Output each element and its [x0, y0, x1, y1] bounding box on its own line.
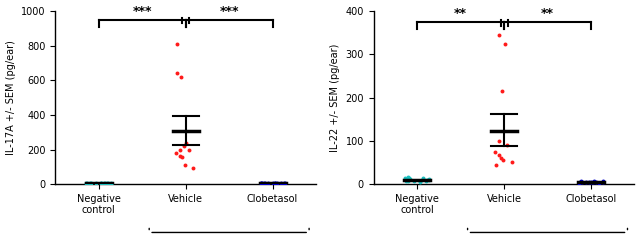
Point [404, 176, 414, 180]
Point [84, 181, 95, 185]
Point [179, 163, 189, 167]
Point [409, 179, 419, 182]
Point [84, 182, 95, 185]
Point [171, 151, 181, 155]
Point [502, 143, 512, 147]
Point [420, 179, 431, 182]
Point [580, 180, 591, 184]
Y-axis label: IL-22 +/- SEM (pg/ear): IL-22 +/- SEM (pg/ear) [330, 43, 340, 152]
Point [494, 33, 504, 37]
Point [422, 178, 432, 182]
Point [598, 181, 608, 184]
Point [86, 181, 97, 185]
Point [175, 148, 186, 152]
Point [399, 177, 410, 180]
Point [276, 181, 286, 185]
Point [96, 181, 106, 185]
Point [415, 180, 425, 184]
Point [491, 163, 501, 167]
Text: ***: *** [220, 5, 239, 18]
Point [415, 179, 425, 183]
Point [106, 181, 116, 185]
Point [96, 181, 106, 185]
Point [259, 181, 269, 185]
Point [493, 153, 504, 157]
Point [575, 180, 586, 183]
Point [588, 180, 598, 184]
Point [272, 181, 282, 185]
Y-axis label: IL-17A +/- SEM (pg/ear): IL-17A +/- SEM (pg/ear) [6, 40, 15, 155]
Point [424, 177, 434, 181]
Point [184, 148, 194, 152]
Text: ***: *** [132, 5, 152, 18]
Point [586, 181, 596, 184]
Point [495, 156, 506, 160]
Point [418, 176, 428, 180]
Point [81, 181, 92, 185]
Point [106, 182, 116, 185]
Point [270, 181, 280, 185]
Point [188, 166, 198, 169]
Point [584, 180, 595, 184]
Point [498, 158, 508, 162]
Point [82, 181, 92, 185]
Point [90, 181, 100, 185]
Point [591, 181, 601, 184]
Point [270, 181, 280, 185]
Point [598, 179, 608, 183]
Point [589, 180, 599, 183]
Point [594, 181, 604, 185]
Point [401, 179, 411, 182]
Text: **: ** [454, 7, 467, 20]
Point [424, 178, 435, 182]
Point [403, 175, 413, 179]
Point [179, 144, 189, 148]
Point [493, 139, 504, 143]
Point [404, 177, 415, 181]
Point [403, 180, 413, 183]
Point [172, 42, 182, 46]
Point [577, 181, 588, 184]
Point [497, 89, 508, 93]
Text: **: ** [541, 7, 554, 20]
Point [575, 180, 585, 184]
Point [172, 72, 182, 75]
Point [175, 75, 186, 79]
Point [257, 181, 268, 185]
Point [262, 181, 273, 185]
Point [99, 181, 109, 185]
Point [279, 181, 289, 185]
Point [404, 177, 414, 181]
Point [500, 42, 510, 46]
Point [574, 181, 584, 185]
Point [103, 181, 113, 185]
Point [102, 181, 113, 185]
Point [268, 181, 278, 185]
Point [177, 156, 188, 159]
Point [260, 181, 270, 185]
Point [181, 141, 191, 144]
Point [175, 154, 186, 157]
Point [256, 181, 266, 185]
Point [280, 181, 290, 185]
Point [417, 177, 428, 181]
Point [255, 181, 266, 185]
Point [490, 150, 500, 154]
Point [100, 181, 110, 185]
Point [506, 160, 516, 164]
